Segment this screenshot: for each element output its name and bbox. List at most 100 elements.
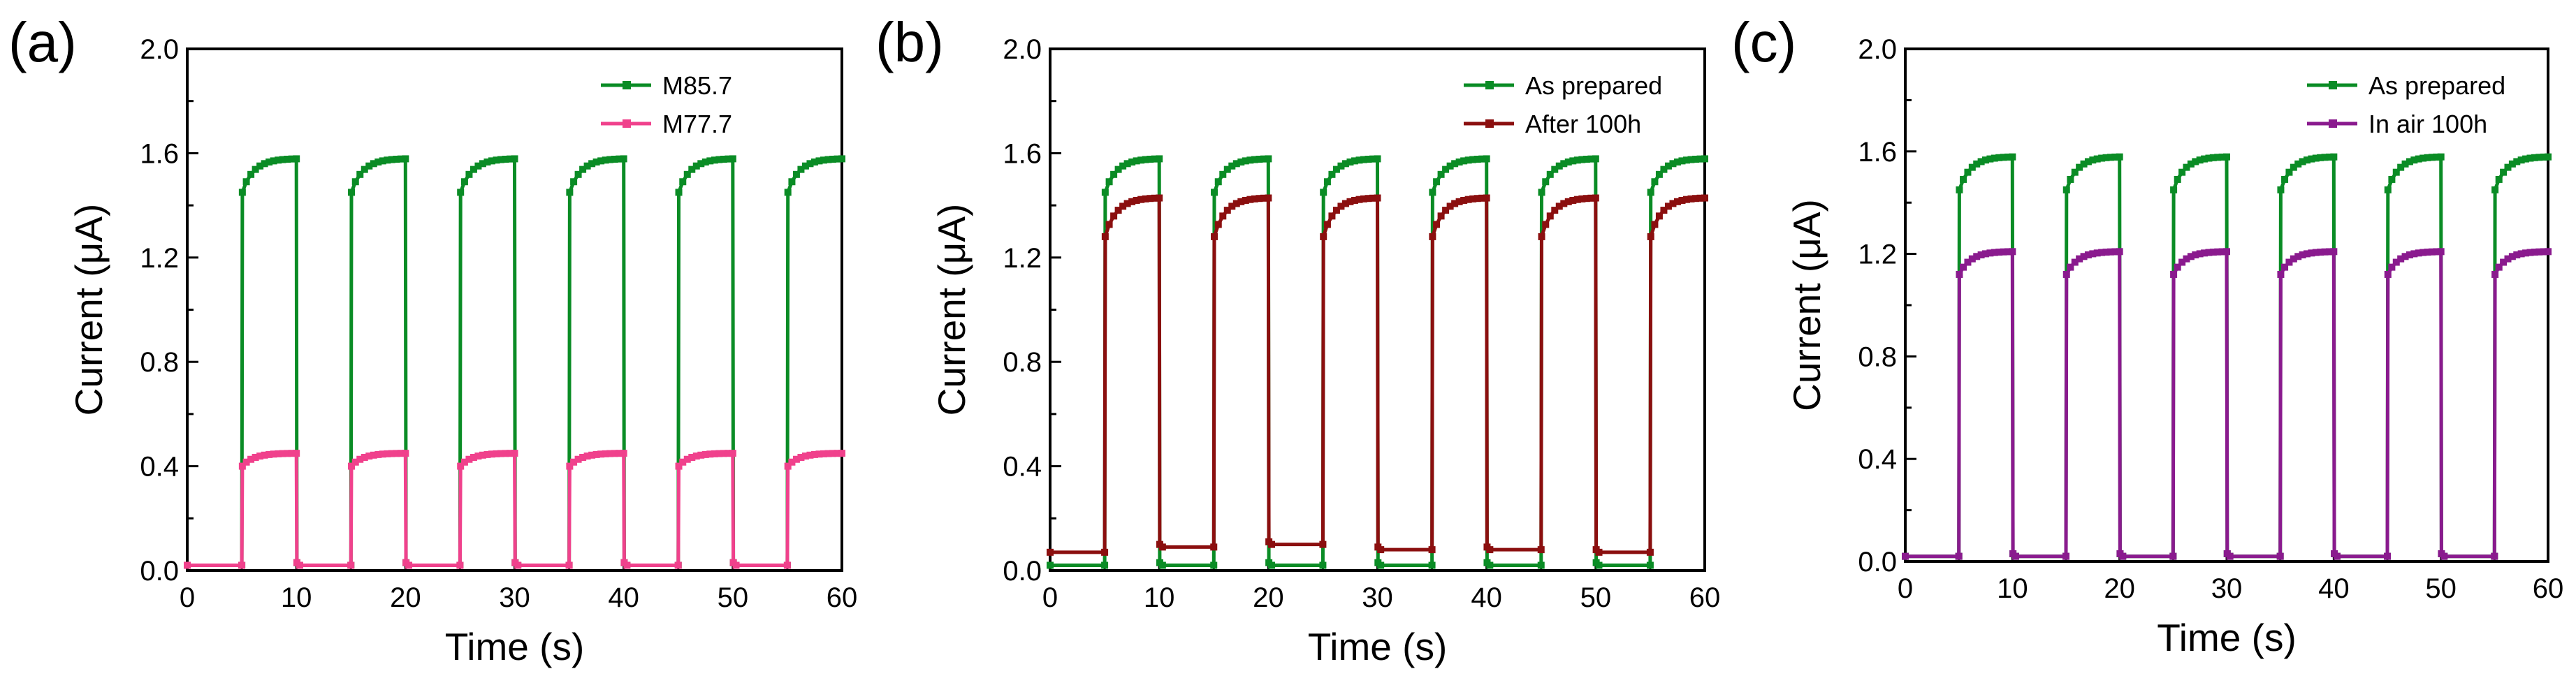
- x-tick-label: 30: [1362, 582, 1393, 613]
- data-point: [1592, 155, 1599, 163]
- data-point: [1968, 163, 1976, 171]
- data-point: [1219, 212, 1227, 220]
- data-point: [1101, 189, 1109, 196]
- data-point: [1114, 165, 1122, 173]
- data-point: [2321, 248, 2329, 256]
- data-point: [2312, 154, 2320, 162]
- data-point: [2388, 175, 2396, 183]
- legend-marker: [2329, 119, 2337, 128]
- data-point: [1964, 258, 1972, 266]
- data-point: [2098, 154, 2106, 162]
- data-point: [611, 156, 618, 163]
- data-point: [674, 561, 682, 569]
- data-point: [1128, 198, 1136, 205]
- data-point: [592, 158, 600, 165]
- y-tick-label: 0.8: [140, 347, 179, 378]
- y-tick-label: 0.4: [140, 452, 179, 483]
- data-point: [683, 170, 691, 178]
- data-point: [1429, 189, 1436, 196]
- y-tick-label: 2.0: [140, 34, 179, 65]
- data-point: [1582, 156, 1590, 163]
- data-point: [2116, 248, 2123, 256]
- data-point: [1560, 160, 1568, 168]
- data-point: [2540, 248, 2547, 256]
- data-point: [579, 453, 587, 461]
- data-point: [465, 455, 473, 463]
- data-point: [2201, 155, 2208, 163]
- data-point: [2111, 153, 2119, 161]
- data-point: [1587, 194, 1595, 202]
- data-point: [1211, 233, 1218, 240]
- series-line-2: [1050, 196, 1705, 554]
- data-point: [284, 156, 291, 163]
- data-point: [1647, 233, 1654, 240]
- data-point: [574, 455, 582, 463]
- data-point: [2011, 552, 2019, 560]
- data-point: [1210, 543, 1218, 551]
- data-point: [2209, 249, 2217, 256]
- data-point: [2517, 156, 2525, 164]
- data-point: [2067, 263, 2074, 271]
- data-point: [514, 561, 522, 569]
- x-tick-label: 20: [390, 582, 421, 613]
- data-point: [456, 561, 464, 569]
- y-tick-label: 0.0: [140, 556, 179, 587]
- data-point: [1995, 154, 2003, 161]
- data-point: [2196, 250, 2204, 258]
- data-point: [1673, 158, 1681, 165]
- data-point: [2098, 249, 2106, 256]
- data-point: [2495, 263, 2503, 271]
- data-point: [2384, 552, 2391, 560]
- data-point: [370, 160, 377, 168]
- data-point: [2277, 270, 2285, 278]
- x-tick-label: 10: [1144, 582, 1175, 613]
- data-point: [2406, 251, 2413, 258]
- x-tick-label: 30: [499, 582, 530, 613]
- data-point: [2392, 168, 2400, 176]
- data-point: [806, 451, 814, 459]
- data-point: [370, 451, 377, 459]
- data-point: [2174, 175, 2181, 183]
- data-point: [1110, 212, 1118, 220]
- data-point: [1655, 170, 1663, 178]
- data-point: [493, 450, 500, 457]
- data-point: [238, 189, 246, 196]
- panel-label: (a): [8, 11, 77, 73]
- data-point: [1960, 263, 1967, 271]
- data-point: [565, 561, 573, 569]
- data-point: [1483, 194, 1490, 202]
- data-point: [784, 189, 792, 196]
- data-point: [1538, 189, 1545, 196]
- x-tick-label: 10: [281, 582, 312, 613]
- data-point: [2397, 163, 2405, 171]
- data-point: [405, 561, 413, 569]
- data-point: [729, 155, 736, 163]
- data-point: [1256, 156, 1263, 163]
- data-point: [2102, 154, 2110, 161]
- data-point: [2192, 251, 2199, 258]
- data-point: [1455, 198, 1463, 205]
- data-point: [706, 157, 714, 165]
- chart-panel-3: 0 10 20 30 40 50 60 0.0 0.4 0.8 1.2 1.6 2.0 Time (s) C…: [1731, 11, 2563, 659]
- data-point: [1433, 221, 1441, 228]
- data-point: [2000, 154, 2007, 161]
- data-point: [2214, 248, 2222, 256]
- data-point: [1105, 221, 1113, 228]
- y-tick-label: 1.2: [1858, 240, 1897, 270]
- data-point: [1123, 200, 1131, 207]
- data-point: [242, 458, 250, 466]
- data-point: [1464, 196, 1472, 203]
- data-point: [1147, 195, 1154, 203]
- data-point: [2419, 249, 2427, 256]
- data-point: [1337, 203, 1345, 210]
- data-point: [2491, 270, 2499, 278]
- data-point: [1328, 170, 1336, 178]
- data-point: [2290, 163, 2297, 171]
- data-point: [1646, 561, 1654, 569]
- data-point: [820, 156, 827, 164]
- data-point: [566, 462, 574, 470]
- data-point: [1682, 156, 1690, 164]
- data-point: [788, 178, 796, 186]
- data-point: [356, 170, 364, 178]
- legend-label: M85.7: [662, 71, 732, 100]
